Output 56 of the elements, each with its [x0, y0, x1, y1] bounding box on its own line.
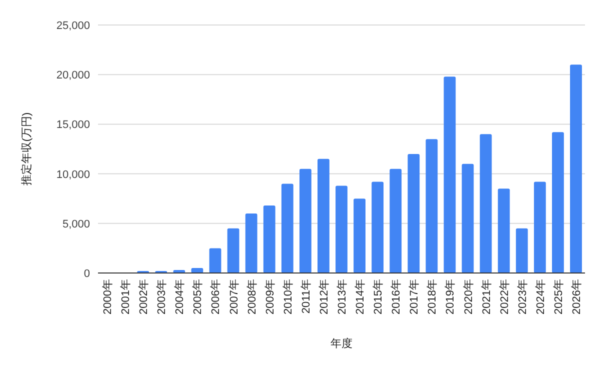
- bar: [299, 168, 312, 273]
- x-tick-label: 2014年: [354, 279, 367, 314]
- bar: [498, 188, 510, 273]
- y-axis-title: 推定年収(万円): [20, 112, 33, 186]
- x-tick-label: 2015年: [372, 279, 385, 314]
- x-tick-label: 2021年: [480, 279, 493, 314]
- x-tick-label: 2013年: [336, 279, 348, 314]
- x-tick-label: 2025年: [552, 279, 565, 314]
- bar: [318, 158, 330, 273]
- x-axis-title: 年度: [330, 337, 352, 350]
- y-tick-label: 5,000: [62, 218, 90, 230]
- x-tick-label: 2026年: [570, 279, 583, 314]
- x-tick-label: 2001年: [120, 279, 132, 314]
- bar: [444, 76, 456, 273]
- bar: [263, 206, 276, 273]
- bar: [408, 154, 420, 273]
- bar: [336, 186, 348, 273]
- bar: [227, 228, 240, 273]
- x-tick-label: 2020年: [462, 279, 475, 314]
- x-tick-label: 2002年: [138, 279, 150, 314]
- y-tick-label: 25,000: [56, 20, 90, 32]
- y-tick-label: 15,000: [56, 119, 90, 132]
- x-tick-label: 2018年: [426, 279, 439, 314]
- bar: [245, 213, 258, 273]
- bar: [372, 182, 384, 273]
- y-tick-label: 10,000: [56, 168, 90, 181]
- x-tick-label: 2011年: [300, 279, 312, 314]
- bar: [281, 184, 294, 273]
- y-tick-label: 20,000: [56, 70, 90, 82]
- x-tick-label: 2006年: [210, 279, 222, 314]
- y-tick-label: 0: [84, 268, 90, 280]
- x-tick-label: 2009年: [264, 279, 276, 314]
- x-tick-label: 2008年: [246, 279, 258, 314]
- x-tick-label: 2005年: [192, 279, 204, 314]
- x-tick-label: 2023年: [516, 279, 529, 314]
- x-tick-label: 2024年: [534, 279, 547, 314]
- bar: [480, 134, 492, 273]
- x-tick-label: 2016年: [390, 279, 403, 314]
- bar: [209, 248, 222, 273]
- x-tick-label: 2004年: [174, 279, 186, 314]
- bar: [552, 132, 564, 273]
- bar: [462, 164, 474, 273]
- bar: [390, 168, 402, 273]
- x-tick-label: 2007年: [228, 279, 240, 314]
- bar: [570, 64, 582, 273]
- x-tick-label: 2003年: [156, 279, 168, 314]
- x-tick-label: 2019年: [444, 279, 457, 314]
- x-tick-label: 2022年: [498, 279, 511, 314]
- bar: [354, 198, 366, 273]
- bar: [534, 182, 546, 273]
- x-tick-label: 2010年: [282, 279, 294, 314]
- x-tick-label: 2017年: [408, 279, 421, 314]
- x-tick-label: 2000年: [102, 279, 114, 314]
- bar: [516, 228, 528, 273]
- x-tick-label: 2012年: [318, 279, 330, 314]
- bar: [426, 139, 438, 273]
